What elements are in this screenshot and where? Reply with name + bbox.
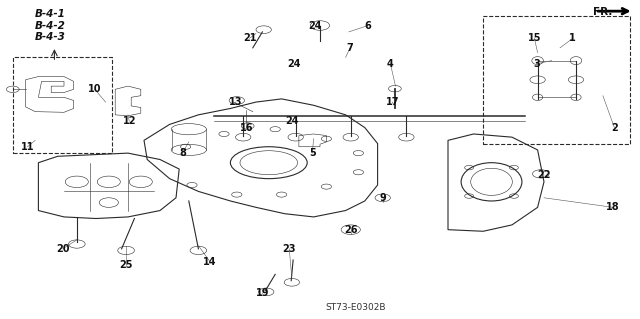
Text: ST73-E0302B: ST73-E0302B [325,303,385,312]
Text: 2: 2 [611,122,618,133]
Text: B-4-1: B-4-1 [35,9,66,19]
Text: 10: 10 [88,84,102,94]
Text: 7: 7 [347,43,353,53]
Text: 12: 12 [122,116,136,126]
Text: 23: 23 [282,244,296,254]
Text: 11: 11 [20,142,35,152]
Text: FR.: FR. [593,7,612,17]
Text: 24: 24 [287,59,301,69]
Text: 21: 21 [243,33,257,43]
Text: 13: 13 [228,97,243,107]
Text: B-4-2: B-4-2 [35,20,66,31]
Text: 16: 16 [239,122,253,133]
Text: 3: 3 [533,59,540,69]
Text: 8: 8 [179,148,186,158]
Text: 18: 18 [606,202,620,212]
Text: 14: 14 [203,256,217,267]
Text: 24: 24 [308,20,322,31]
Text: 6: 6 [365,20,371,31]
Text: B-4-3: B-4-3 [35,32,66,42]
Text: 9: 9 [380,193,386,203]
Text: 15: 15 [527,33,541,43]
Text: 24: 24 [285,116,300,126]
Text: 26: 26 [344,225,358,235]
Text: 1: 1 [570,33,576,43]
Text: 5: 5 [309,148,316,158]
Text: 20: 20 [56,244,70,254]
Text: 25: 25 [119,260,133,270]
Text: 17: 17 [385,97,399,107]
Text: 19: 19 [255,288,269,299]
Text: 22: 22 [537,170,551,181]
Text: 4: 4 [387,59,394,69]
